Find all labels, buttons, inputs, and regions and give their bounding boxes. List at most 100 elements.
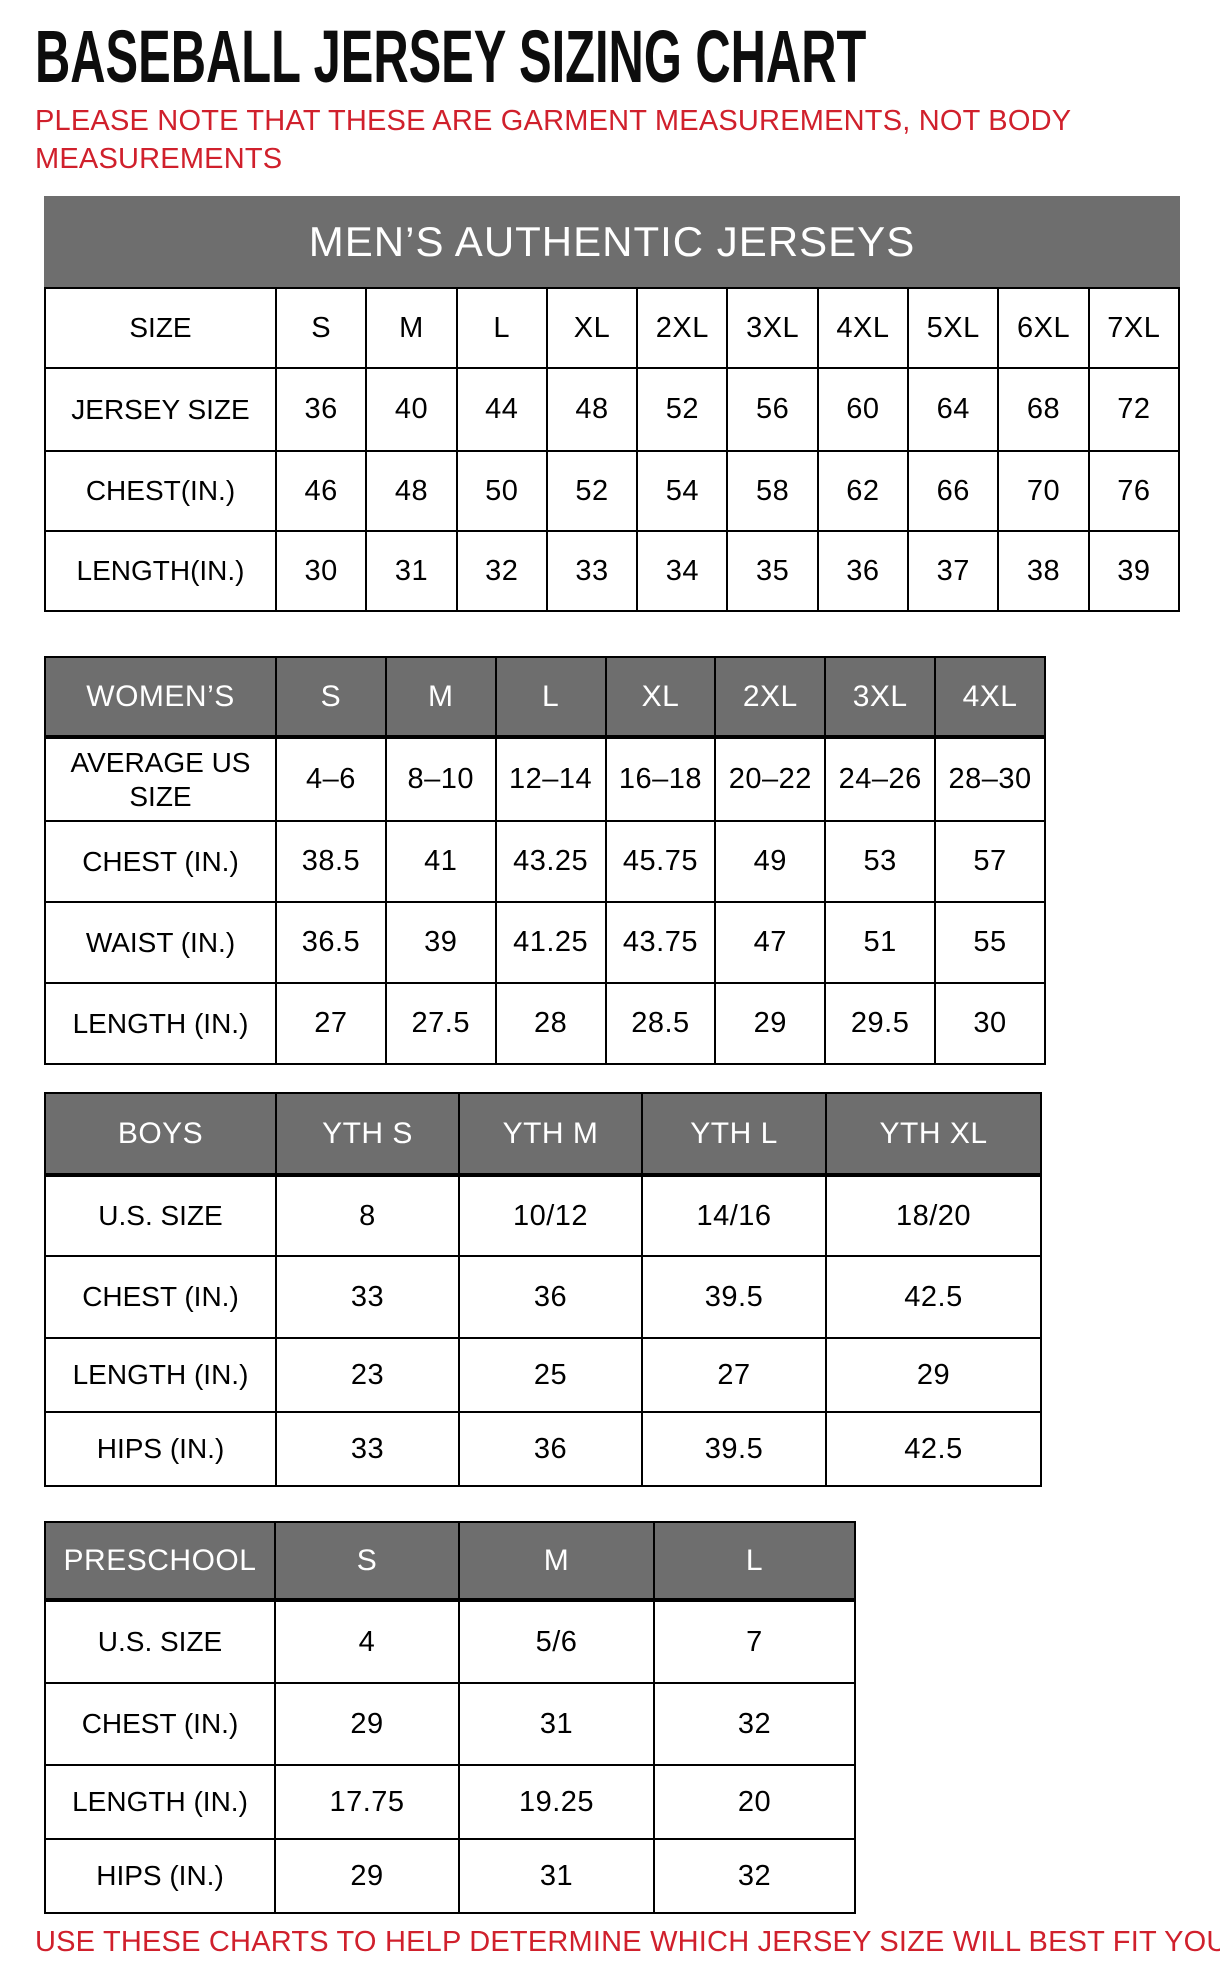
column-header: YTH S [275,1092,460,1177]
table-row: LENGTH(IN.) 30 31 32 33 34 35 36 37 38 39 [44,530,1181,612]
size-value-cell: 27 [641,1337,827,1413]
table-row: U.S. SIZE 4 5/6 7 [44,1599,856,1684]
size-value-cell: 25 [458,1337,643,1413]
size-value-cell: 29 [714,982,827,1065]
row-label: LENGTH(IN.) [44,530,277,612]
size-value-cell: 54 [636,450,729,532]
mens-table-banner: MEN’S AUTHENTIC JERSEYS [44,196,1180,287]
size-value-cell: 55 [934,901,1046,984]
size-value-cell: 7 [653,1599,856,1684]
row-label: LENGTH (IN.) [44,1764,276,1840]
size-value-cell: 31 [458,1838,655,1914]
table-row: AVERAGE US SIZE 4–6 8–10 12–14 16–18 20–22 24–… [44,736,1046,822]
size-value-cell: 12–14 [494,736,607,822]
size-value-cell: 20 [653,1764,856,1840]
size-value-cell: 40 [365,367,458,452]
size-value-cell: 5XL [907,287,1000,369]
column-header: L [494,656,607,739]
size-value-cell: 6XL [997,287,1090,369]
column-header: 2XL [714,656,827,739]
column-header: S [274,1521,460,1602]
size-value-cell: 35 [726,530,819,612]
size-value-cell: 70 [997,450,1090,532]
row-label: U.S. SIZE [44,1174,277,1257]
size-value-cell: 56 [726,367,819,452]
size-value-cell: 39 [384,901,497,984]
size-value-cell: 29 [274,1682,460,1766]
row-label: CHEST (IN.) [44,1682,276,1766]
size-value-cell: 5/6 [458,1599,655,1684]
size-value-cell: 29.5 [824,982,937,1065]
size-value-cell: 64 [907,367,1000,452]
row-label: HIPS (IN.) [44,1838,276,1914]
size-value-cell: 31 [365,530,458,612]
column-header: YTH L [641,1092,827,1177]
table-row: SIZE S M L XL 2XL 3XL 4XL 5XL 6XL 7XL [44,287,1181,369]
size-value-cell: 41.25 [494,901,607,984]
size-value-cell: 51 [824,901,937,984]
size-value-cell: 30 [934,982,1046,1065]
size-value-cell: 62 [816,450,910,532]
size-value-cell: 45.75 [604,820,717,903]
table-row: JERSEY SIZE 36 40 44 48 52 56 60 64 68 72 [44,367,1181,452]
row-label: LENGTH (IN.) [44,1337,277,1413]
size-value-cell: 4XL [816,287,910,369]
size-value-cell: 52 [636,367,729,452]
size-value-cell: 19.25 [458,1764,655,1840]
table-row: CHEST (IN.) 29 31 32 [44,1682,856,1766]
garment-measurements-note: PLEASE NOTE THAT THESE ARE GARMENT MEASU… [35,105,1071,175]
size-value-cell: 14/16 [641,1174,827,1257]
size-value-cell: 46 [274,450,368,532]
mens-table-banner-label: MEN’S AUTHENTIC JERSEYS [308,217,916,265]
size-value-cell: 33 [275,1255,460,1339]
size-value-cell: 33 [545,530,639,612]
size-value-cell: 36 [458,1255,643,1339]
fit-advice-note: USE THESE CHARTS TO HELP DETERMINE WHICH… [35,1926,1220,1958]
size-value-cell: 48 [545,367,639,452]
size-value-cell: 16–18 [604,736,717,822]
row-label: JERSEY SIZE [44,367,277,452]
size-value-cell: 68 [997,367,1090,452]
size-value-cell: 20–22 [714,736,827,822]
size-value-cell: 37 [907,530,1000,612]
size-value-cell: 42.5 [825,1255,1042,1339]
column-header: YTH M [458,1092,643,1177]
header-row: PRESCHOOL S M L [44,1521,856,1602]
mens-sizing-table: SIZE S M L XL 2XL 3XL 4XL 5XL 6XL 7XL JERSEY SIZE 36… [44,287,1181,612]
row-label: LENGTH (IN.) [44,982,277,1065]
header-row: BOYS YTH S YTH M YTH L YTH XL [44,1092,1042,1177]
size-value-cell: 43.25 [494,820,607,903]
size-value-cell: L [455,287,548,369]
size-value-cell: 48 [365,450,458,532]
column-header: M [384,656,497,739]
size-value-cell: 32 [653,1682,856,1766]
size-value-cell: 34 [636,530,729,612]
size-value-cell: 39.5 [641,1255,827,1339]
row-label: SIZE [44,287,277,369]
boys-sizing-table: BOYS YTH S YTH M YTH L YTH XL U.S. SIZE 8 10/12… [44,1092,1042,1487]
table-row: CHEST(IN.) 46 48 50 52 54 58 62 66 70 76 [44,450,1181,532]
size-value-cell: 23 [275,1337,460,1413]
womens-sizing-table: WOMEN’S S M L XL 2XL 3XL 4XL AVERAGE US SIZE 4–6 8… [44,656,1046,1065]
size-value-cell: 41 [384,820,497,903]
size-value-cell: 32 [653,1838,856,1914]
preschool-sizing-table: PRESCHOOL S M L U.S. SIZE 4 5/6 7 CHEST (IN.) 29 3… [44,1521,856,1914]
size-value-cell: 31 [458,1682,655,1766]
size-value-cell: 57 [934,820,1046,903]
size-value-cell: 72 [1087,367,1181,452]
size-value-cell: 38 [997,530,1090,612]
table-row: CHEST (IN.) 38.5 41 43.25 45.75 49 53 57 [44,820,1046,903]
column-header: XL [604,656,717,739]
column-header: S [275,656,387,739]
table-row: U.S. SIZE 8 10/12 14/16 18/20 [44,1174,1042,1257]
column-header: M [458,1521,655,1602]
size-value-cell: 47 [714,901,827,984]
column-header: YTH XL [825,1092,1042,1177]
size-value-cell: 8–10 [384,736,497,822]
size-value-cell: 28 [494,982,607,1065]
table-title-cell: PRESCHOOL [44,1521,276,1602]
size-value-cell: 38.5 [275,820,387,903]
size-value-cell: 39.5 [641,1411,827,1487]
size-value-cell: 28.5 [604,982,717,1065]
size-value-cell: 24–26 [824,736,937,822]
